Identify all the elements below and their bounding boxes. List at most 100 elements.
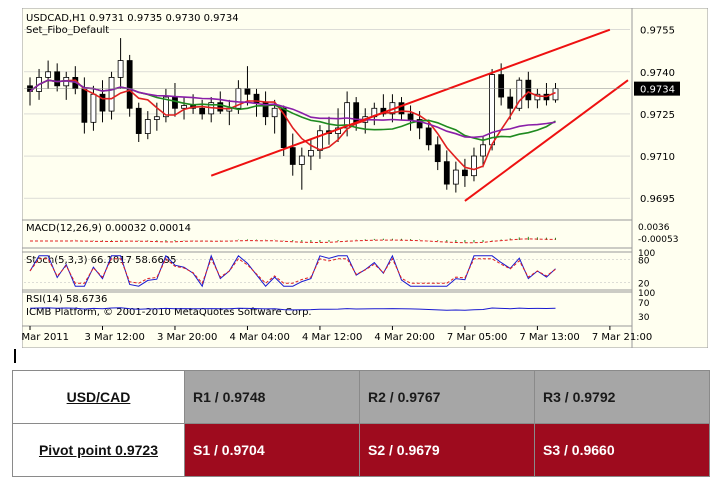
support-row: Pivot point 0.9723 S1 / 0.9704 S2 / 0.96…	[12, 423, 710, 477]
price-pane: 0.9755 0.9740 0.9725 0.9710 0.9695 USDCAD,H1 …	[24, 8, 680, 348]
candle-body	[199, 107, 206, 115]
candle-body	[90, 93, 97, 123]
moving-average-line	[29, 79, 556, 139]
x-tick-label: 3 Mar 20:00	[157, 332, 217, 343]
macd-tick: -0.00053	[638, 235, 678, 245]
candle-body	[153, 116, 160, 120]
candle-body	[480, 144, 486, 157]
channel-line-upper	[210, 28, 611, 177]
x-tick-label: 3 Mar 2011	[22, 332, 69, 343]
candle-body	[398, 102, 405, 115]
candle-body	[534, 93, 541, 101]
x-axis: 3 Mar 2011 3 Mar 12:00 3 Mar 20:00 4 Mar 04…	[12, 326, 652, 343]
pivot-point: Pivot point 0.9723	[38, 442, 159, 458]
candle-body	[507, 96, 514, 109]
candle-body	[298, 155, 305, 165]
candle-body	[307, 150, 314, 157]
x-tick-label: 7 Mar 13:00	[519, 332, 579, 343]
candle-body	[416, 119, 423, 129]
candle-body	[516, 79, 523, 109]
candle-body	[552, 88, 559, 101]
candle-body	[271, 107, 278, 118]
pair-name: USD/CAD	[66, 389, 131, 405]
candle-body	[471, 155, 477, 177]
y-tick-label: 0.9755	[640, 26, 675, 37]
s2-cell: S2 / 0.9679	[359, 423, 535, 477]
candle-body	[462, 169, 468, 177]
candle-body	[289, 147, 296, 165]
stoch-d-line	[29, 257, 556, 285]
x-tick-label: 7 Mar 05:00	[447, 332, 507, 343]
candle-body	[244, 88, 251, 95]
candle-body	[81, 88, 88, 123]
y-tick-label: 0.9725	[640, 110, 675, 121]
rsi-label: RSI(14) 58.6736	[26, 294, 107, 305]
candle-body	[144, 119, 151, 134]
candle-body	[54, 71, 61, 87]
rsi-tick: 70	[638, 299, 650, 309]
chart-symbol-header: USDCAD,H1 0.9731 0.9735 0.9730 0.9734	[26, 13, 239, 24]
text-cursor	[14, 349, 16, 363]
macd-label: MACD(12,26,9) 0.00032 0.00014	[26, 223, 191, 234]
x-tick-label: 4 Mar 12:00	[302, 332, 362, 343]
stoch-label: Stoch(5,3,3) 66.1017 58.6695	[26, 255, 177, 266]
r1-cell: R1 / 0.9748	[184, 370, 360, 424]
pivot-table: USD/CAD R1 / 0.9748 R2 / 0.9767 R3 / 0.9…	[12, 370, 710, 477]
rsi-line	[29, 307, 556, 311]
x-tick-label: 4 Mar 20:00	[374, 332, 434, 343]
candle-body	[253, 93, 260, 104]
macd-pane: MACD(12,26,9) 0.00032 0.00014 0.0036 -0.00…	[22, 219, 678, 249]
s3-cell: S3 / 0.9660	[534, 423, 710, 477]
candle-body	[45, 71, 52, 78]
candle-body	[525, 79, 532, 101]
x-tick-label: 7 Mar 21:00	[592, 332, 652, 343]
platform-footer: ICMB Platform, © 2001-2010 MetaQuotes So…	[26, 307, 312, 318]
r3-cell: R3 / 0.9792	[534, 370, 710, 424]
candle-body	[443, 161, 450, 185]
candle-body	[135, 107, 142, 134]
candle-body	[407, 113, 414, 120]
chart-svg: 0.9755 0.9740 0.9725 0.9710 0.9695 USDCAD,H1 …	[12, 7, 709, 349]
x-tick-label: 3 Mar 12:00	[84, 332, 144, 343]
pivot-cell: Pivot point 0.9723	[12, 423, 185, 477]
candle-body	[452, 169, 459, 185]
macd-signal-line	[30, 238, 556, 244]
moving-average-line	[29, 79, 556, 171]
macd-tick: 0.0036	[638, 223, 670, 233]
candle-body	[108, 76, 115, 112]
stoch-tick: 20	[638, 279, 650, 289]
y-tick-label: 0.9695	[640, 194, 675, 205]
channel-line-lower	[464, 79, 629, 202]
candle-body	[217, 102, 224, 112]
candle-body	[434, 144, 441, 163]
rsi-tick: 100	[638, 289, 655, 299]
rsi-pane: RSI(14) 58.6736 ICMB Platform, © 2001-201…	[22, 289, 655, 327]
pair-cell: USD/CAD	[12, 370, 185, 424]
chart-indicator-name: Set_Fibo_Default	[26, 25, 109, 36]
chart-background	[21, 7, 709, 349]
current-price-label: 0.9734	[640, 85, 675, 96]
candle-body	[344, 102, 351, 129]
y-tick-label: 0.9710	[640, 152, 675, 163]
stoch-tick: 100	[638, 249, 655, 259]
s1-cell: S1 / 0.9704	[184, 423, 360, 477]
forex-chart: 0.9755 0.9740 0.9725 0.9710 0.9695 USDCAD,H1 …	[12, 7, 709, 349]
stoch-tick: 80	[638, 257, 650, 267]
rsi-tick: 30	[638, 313, 650, 323]
candle-body	[172, 96, 178, 109]
candle-body	[317, 130, 323, 151]
r2-cell: R2 / 0.9767	[359, 370, 535, 424]
candle-body	[117, 60, 124, 78]
candle-body	[425, 127, 432, 146]
x-tick-label: 4 Mar 04:00	[229, 332, 289, 343]
resistance-row: USD/CAD R1 / 0.9748 R2 / 0.9767 R3 / 0.9…	[12, 370, 710, 424]
candle-body	[489, 74, 495, 146]
y-tick-label: 0.9740	[640, 68, 675, 79]
candle-body	[163, 96, 169, 118]
candle-body	[99, 93, 106, 112]
candle-body	[498, 74, 505, 98]
candle-body	[181, 105, 187, 109]
candle-body	[126, 60, 133, 109]
current-price-box	[634, 81, 680, 96]
